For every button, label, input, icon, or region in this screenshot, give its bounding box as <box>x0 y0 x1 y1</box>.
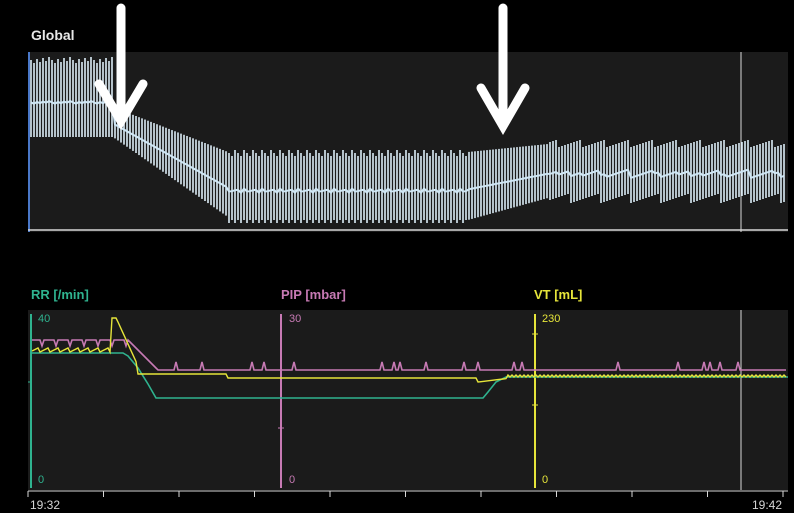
arrow-1 <box>94 3 148 130</box>
rr-scale-min: 0 <box>38 474 45 486</box>
trend-panel <box>28 310 788 490</box>
pip-trace <box>32 338 786 371</box>
vt-trace <box>31 317 787 383</box>
rr-scale-max: 40 <box>38 313 51 325</box>
trend-chart <box>28 310 788 490</box>
global-waveform <box>28 52 788 232</box>
vt-scale-min: 0 <box>542 474 549 486</box>
time-end: 19:42 <box>752 498 783 512</box>
arrow-2 <box>476 3 530 135</box>
pip-scale-max: 30 <box>289 313 302 325</box>
pip-label: PIP [mbar] <box>281 287 346 302</box>
global-waveform-panel <box>28 52 788 232</box>
rr-trace <box>32 352 788 399</box>
vt-label: VT [mL] <box>534 287 583 302</box>
vt-scale-max: 230 <box>542 313 561 325</box>
rr-label: RR [/min] <box>31 287 89 302</box>
global-panel-title: Global <box>31 27 75 43</box>
time-start: 19:32 <box>30 498 61 512</box>
pip-scale-min: 0 <box>289 474 296 486</box>
